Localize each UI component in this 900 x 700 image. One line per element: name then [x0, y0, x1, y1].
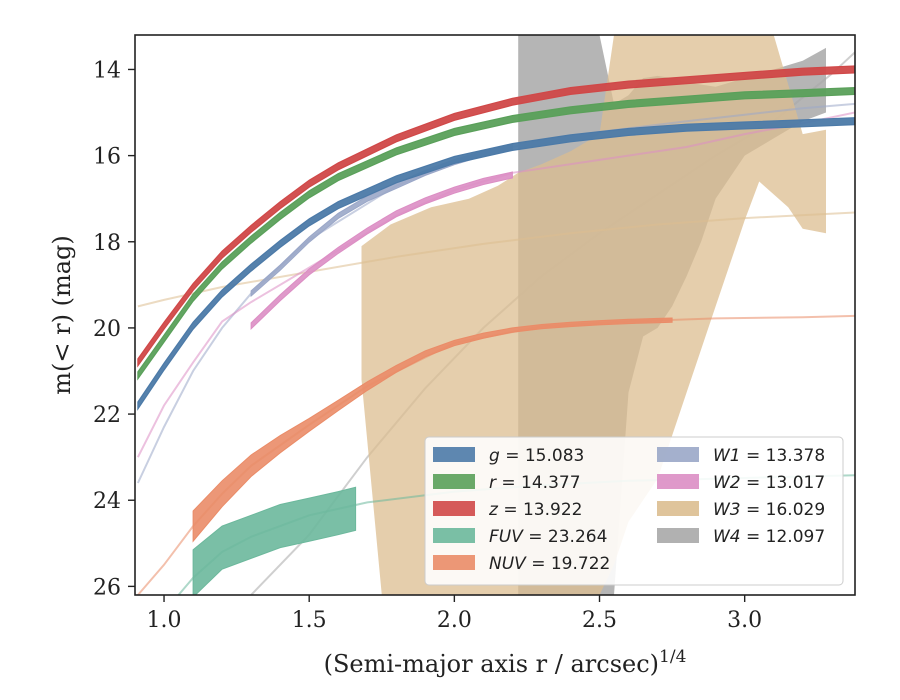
- series-z-band: [137, 65, 855, 368]
- legend-swatch-w1: [657, 447, 699, 462]
- y-tick-label: 26: [93, 575, 121, 600]
- y-axis-label: m(< r) (mag): [48, 235, 76, 394]
- legend: g = 15.083 r = 14.377 z = 13.922 FUV = 23.2…: [424, 436, 844, 586]
- series-w2-band: [250, 171, 513, 330]
- x-tick-label: 1.5: [292, 608, 327, 633]
- legend-swatch-nuv: [433, 555, 475, 570]
- y-tick-label: 18: [93, 231, 121, 256]
- series-w2-line: [137, 111, 855, 458]
- y-tick-label: 24: [93, 489, 121, 514]
- axes: 1.0 1.5 2.0 2.5 3.0 14 16 18 20 22 24 26 (Semi-major…: [48, 34, 856, 678]
- legend-swatch-w2: [657, 474, 699, 489]
- legend-swatch-fuv: [433, 528, 475, 543]
- legend-label-w2: W2 = 13.017: [713, 473, 825, 493]
- legend-label-r: r = 14.377: [489, 473, 581, 493]
- series-nuv-line: [137, 314, 855, 595]
- x-tick-label: 2.5: [582, 608, 617, 633]
- x-tick-label: 2.0: [437, 608, 472, 633]
- legend-swatch-r: [433, 474, 475, 489]
- series-w3-line: [137, 211, 855, 308]
- legend-label-fuv: FUV = 23.264: [489, 527, 607, 547]
- legend-label-g: g = 15.083: [489, 446, 584, 466]
- legend-label-nuv: NUV = 19.722: [489, 554, 610, 574]
- series-nuv-band: [192, 317, 673, 543]
- legend-swatch-z: [433, 501, 475, 516]
- legend-label-w3: W3 = 16.029: [713, 500, 825, 520]
- legend-label-w1: W1 = 13.378: [713, 446, 825, 466]
- legend-label-z: z = 13.922: [488, 500, 582, 520]
- series-r-band: [137, 86, 855, 381]
- legend-label-w4: W4 = 12.097: [713, 527, 825, 547]
- x-tick-label: 1.0: [147, 608, 182, 633]
- y-tick-label: 20: [93, 317, 121, 342]
- series-w1-line: [136, 102, 855, 484]
- plot-frame: [134, 34, 856, 596]
- legend-box: [424, 436, 844, 586]
- legend-swatch-w3: [657, 501, 699, 516]
- y-tick-label: 22: [93, 403, 121, 428]
- y-tick-label: 16: [93, 145, 121, 170]
- legend-swatch-g: [433, 447, 475, 462]
- legend-swatch-w4: [657, 528, 699, 543]
- series-g-band: [137, 117, 855, 411]
- x-tick-label: 3.0: [727, 608, 762, 633]
- y-tick-label: 14: [93, 58, 121, 83]
- x-axis-label: (Semi-major axis r / arcsec)1/4: [324, 647, 687, 678]
